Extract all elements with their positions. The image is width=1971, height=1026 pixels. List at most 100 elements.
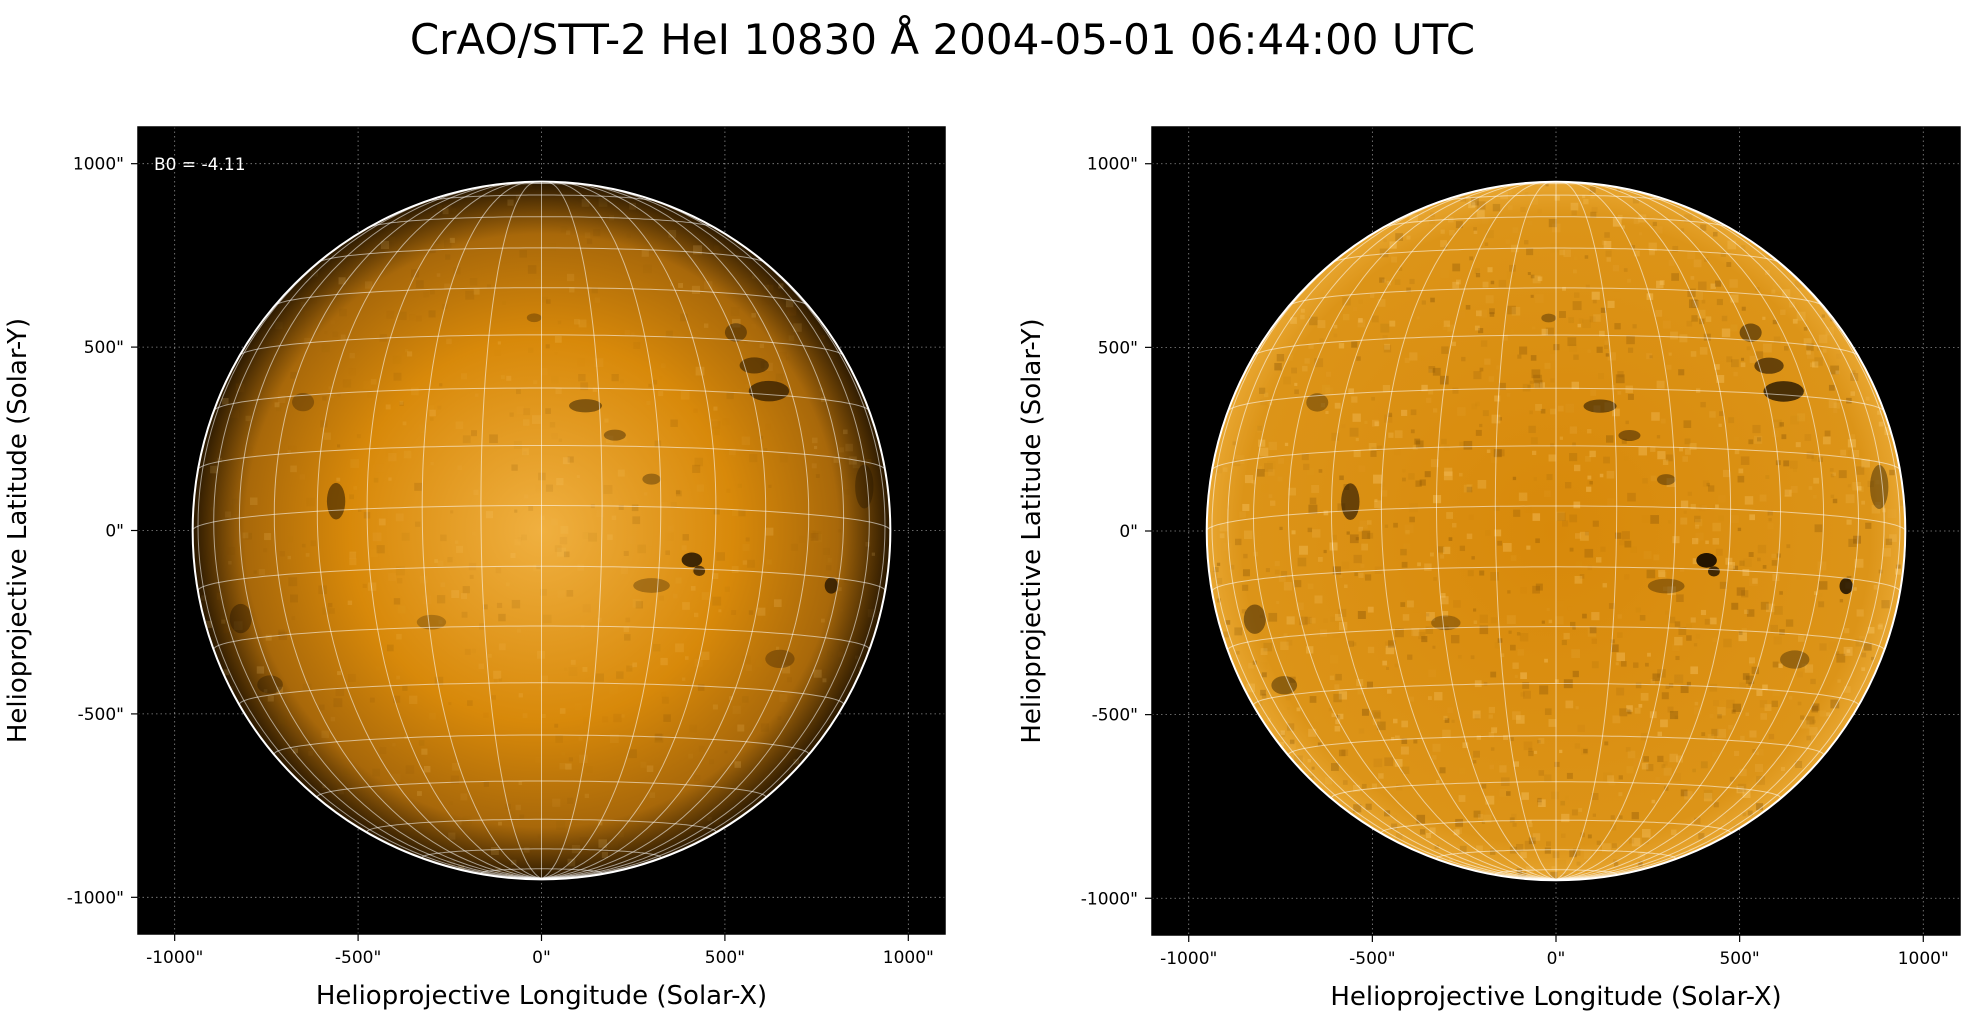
disk-speckle xyxy=(654,440,662,447)
disk-speckle xyxy=(1757,749,1764,756)
disk-speckle xyxy=(1694,291,1704,301)
disk-speckle xyxy=(1382,384,1391,393)
disk-speckle xyxy=(1359,520,1368,529)
disk-speckle xyxy=(777,716,782,720)
disk-speckle xyxy=(1585,284,1590,289)
disk-speckle xyxy=(500,375,505,380)
disk-speckle xyxy=(1475,402,1480,407)
disk-speckle xyxy=(1294,580,1302,588)
disk-speckle xyxy=(1530,294,1534,298)
disk-speckle xyxy=(1561,833,1566,839)
disk-speckle xyxy=(1441,593,1446,598)
disk-speckle xyxy=(1579,574,1585,579)
disk-speckle xyxy=(848,456,857,465)
disk-speckle xyxy=(1288,742,1296,751)
disk-speckle xyxy=(1605,435,1614,443)
disk-speckle xyxy=(527,265,537,274)
disk-speckle xyxy=(440,534,447,542)
disk-speckle xyxy=(1338,749,1346,757)
disk-speckle xyxy=(668,229,677,238)
disk-speckle xyxy=(1473,608,1477,612)
disk-speckle xyxy=(1384,641,1392,648)
disk-speckle xyxy=(1662,586,1668,592)
disk-speckle xyxy=(1261,693,1267,699)
disk-speckle xyxy=(330,716,336,722)
disk-speckle xyxy=(1333,693,1342,703)
disk-speckle xyxy=(1589,450,1596,458)
disk-speckle xyxy=(1338,343,1345,349)
disk-speckle xyxy=(1361,543,1369,551)
disk-speckle xyxy=(340,334,346,340)
disk-speckle xyxy=(536,564,541,570)
disk-speckle xyxy=(1259,387,1266,394)
disk-speckle xyxy=(1488,732,1495,738)
disk-speckle xyxy=(1855,638,1864,647)
stonyhurst-grid xyxy=(1206,181,1906,880)
disk-speckle xyxy=(724,586,730,592)
disk-speckle xyxy=(743,340,748,344)
disk-speckle xyxy=(1312,529,1321,538)
disk-speckle xyxy=(1349,534,1359,544)
disk-speckle xyxy=(1792,318,1798,324)
disk-speckle xyxy=(1830,365,1840,375)
disk-speckle xyxy=(1533,382,1539,388)
y-tick-label: 500" xyxy=(1098,338,1138,358)
disk-speckle xyxy=(1544,490,1551,498)
disk-speckle xyxy=(1489,849,1496,855)
disk-speckle xyxy=(1412,444,1418,450)
latitude-line xyxy=(1287,735,1825,756)
disk-speckle xyxy=(746,559,755,568)
disk-speckle xyxy=(680,390,690,400)
disk-speckle xyxy=(1308,504,1318,514)
disk-speckle xyxy=(434,238,441,244)
disk-speckle xyxy=(1507,590,1511,594)
disk-speckle xyxy=(1784,489,1792,497)
disk-speckle xyxy=(1709,411,1716,418)
disk-speckle xyxy=(1532,450,1537,455)
disk-speckle xyxy=(641,249,649,257)
disk-speckle xyxy=(304,310,311,317)
disk-speckle xyxy=(537,834,542,839)
disk-speckle xyxy=(522,419,530,426)
disk-speckle xyxy=(1591,638,1597,644)
disk-speckle xyxy=(751,313,756,318)
disk-speckle xyxy=(1656,435,1661,439)
disk-speckle xyxy=(714,245,720,252)
disk-speckle xyxy=(1503,735,1508,740)
disk-speckle xyxy=(588,532,598,542)
disk-speckle xyxy=(1485,795,1495,805)
disk-speckle xyxy=(1258,466,1263,470)
disk-speckle xyxy=(1225,620,1231,625)
disk-speckle xyxy=(1647,652,1651,657)
disk-speckle xyxy=(586,238,593,245)
disk-speckle xyxy=(1452,387,1459,394)
disk-speckle xyxy=(1697,309,1706,319)
disk-speckle xyxy=(1616,652,1625,662)
disk-speckle xyxy=(1453,600,1461,608)
disk-speckle xyxy=(1703,789,1713,799)
disk-speckle xyxy=(1649,249,1655,256)
disk-speckle xyxy=(1302,365,1308,372)
disk-speckle xyxy=(637,544,647,554)
disk-speckle xyxy=(1686,320,1693,327)
disk-speckle xyxy=(1459,850,1469,860)
disk-speckle xyxy=(245,532,252,540)
disk-speckle xyxy=(258,569,265,576)
latitude-line xyxy=(1288,287,1824,307)
disk-speckle xyxy=(1426,397,1432,403)
disk-speckle xyxy=(1235,455,1245,465)
disk-speckle xyxy=(310,269,319,277)
disk-speckle xyxy=(287,450,291,454)
disk-speckle xyxy=(1421,300,1426,305)
disk-speckle xyxy=(793,758,800,765)
disk-speckle xyxy=(1770,624,1778,633)
disk-speckle xyxy=(1519,632,1529,642)
disk-speckle xyxy=(1608,603,1615,609)
disk-speckle xyxy=(1388,432,1394,438)
disk-speckle xyxy=(1432,743,1441,752)
disk-speckle xyxy=(1569,453,1578,462)
disk-speckle xyxy=(1811,456,1817,462)
disk-speckle xyxy=(379,747,387,754)
disk-speckle xyxy=(1865,522,1872,529)
disk-speckle xyxy=(1288,487,1296,496)
